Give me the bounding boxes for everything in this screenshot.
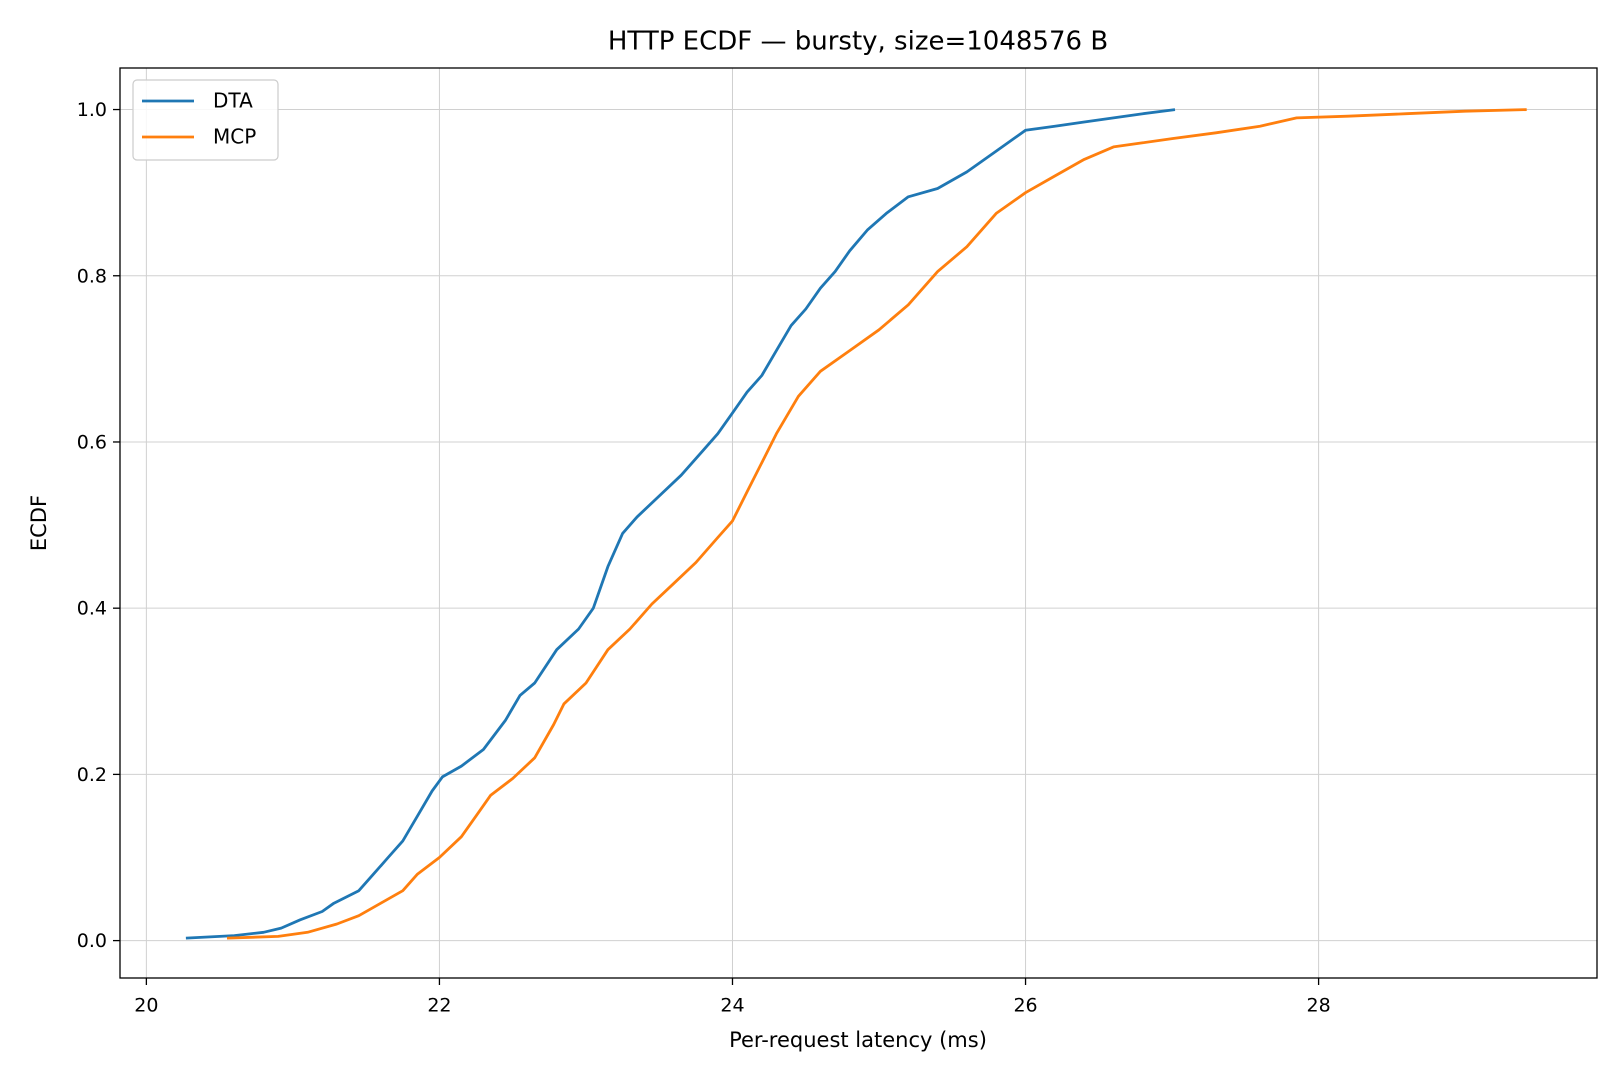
x-tick-label: 26 [1013, 995, 1037, 1017]
x-axis: 20 22 24 26 28 [134, 978, 1331, 1017]
y-tick-label: 0.6 [77, 431, 107, 453]
y-axis-label: ECDF [27, 495, 51, 551]
series-line-mcp [226, 108, 1527, 940]
y-tick-label: 0.0 [77, 930, 107, 952]
y-tick-label: 0.2 [77, 764, 107, 786]
x-tick-label: 28 [1307, 995, 1331, 1017]
legend-label-mcp: MCP [213, 125, 256, 149]
plot-frame [119, 67, 1598, 979]
series-line-dta [185, 108, 1176, 940]
legend-label-dta: DTA [213, 89, 253, 113]
y-axis: 0.0 0.2 0.4 0.6 0.8 1.0 [77, 99, 120, 952]
y-tick-label: 0.4 [77, 598, 107, 620]
y-tick-label: 1.0 [77, 99, 107, 121]
x-tick-label: 20 [134, 995, 158, 1017]
x-axis-label: Per-request latency (ms) [729, 1028, 987, 1052]
x-tick-label: 22 [427, 995, 451, 1017]
y-tick-label: 0.8 [77, 265, 107, 287]
x-tick-label: 24 [720, 995, 744, 1017]
series-layer [185, 108, 1527, 940]
chart-title: HTTP ECDF — bursty, size=1048576 B [608, 27, 1108, 57]
legend: DTA MCP [132, 79, 279, 161]
grid [120, 68, 1597, 978]
